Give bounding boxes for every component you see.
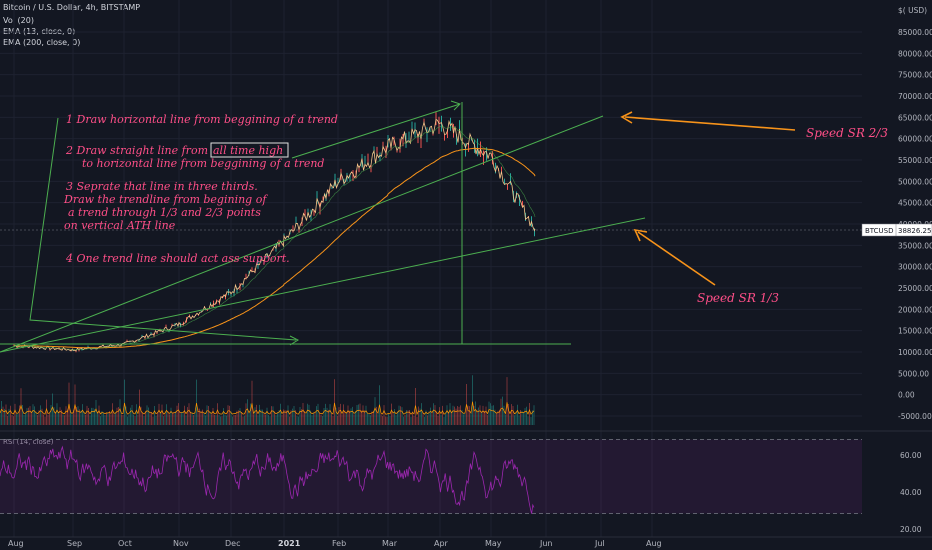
price-tick-label: 80000.00 [898,49,932,58]
time-axis[interactable]: Aug Sep Oct Nov Dec 2021 Feb Mar Apr May Jun Jul Aug [8,539,662,548]
time-tick-label: Nov [173,539,189,548]
price-tick-label: 10000.00 [898,348,932,357]
price-tick-label: 55000.00 [898,156,932,165]
price-tick-label: 25000.00 [898,284,932,293]
arrow-speed-23 [624,116,796,131]
grid [0,0,932,538]
price-tick-label: 35000.00 [898,241,932,250]
rsi-line [0,445,535,514]
time-tick-label: Sep [67,539,82,548]
current-symbol: BTCUSD [865,227,894,235]
volume-pane [0,375,535,425]
ema200-line [14,147,536,349]
speed-arrows [620,111,796,286]
time-tick-label: Aug [646,539,662,548]
rsi-tick-20: 20.00 [900,525,922,534]
time-tick-label: Jul [594,539,605,548]
ath-arrow-line [291,103,461,159]
time-tick-label: Apr [434,539,449,548]
rsi-band [0,439,862,514]
price-tick-label: 50000.00 [898,177,932,186]
price-tick-label: 60000.00 [898,135,932,144]
header-ema200: EMA (200, close, 0) [3,38,81,47]
price-tick-label: 70000.00 [898,92,932,101]
header-symbol: Bitcoin / U.S. Dollar, 4h, BITSTAMP [3,3,141,12]
note-step1: 1 Draw horizontal line from beggining of… [66,113,338,126]
rsi-tick-40: 40.00 [900,488,922,497]
rsi-tick-60: 60.00 [900,451,922,460]
arrowhead-ath [450,100,461,111]
price-tick-label: 0.00 [898,391,915,400]
arrowhead-speed-13 [633,228,648,242]
bracket-arrow [29,117,297,341]
note-speed-13: Speed SR 1/3 [697,291,779,305]
volume-ma-line [0,401,535,416]
price-axis[interactable]: 85000.00 80000.00 75000.00 70000.00 65000.00… [898,28,932,421]
ema13-line [14,125,536,351]
note-step3-c: a trend through 1/3 and 2/3 points [68,206,261,219]
current-price-badge: BTCUSD 38826.25 [861,223,932,237]
price-tick-label: 15000.00 [898,327,932,336]
price-tick-label: 20000.00 [898,305,932,314]
arrow-speed-13 [637,231,716,286]
time-tick-label: May [485,539,502,548]
annotation-lines [0,100,646,353]
note-step2-a: 2 Draw straight line from [65,144,208,157]
price-tick-label: 5000.00 [898,369,929,378]
time-tick-label: Mar [382,539,398,548]
price-tick-label: 85000.00 [898,28,932,37]
header-vol: Vol (20) [3,16,34,25]
time-tick-label: Oct [118,539,132,548]
price-tick-label: 65000.00 [898,113,932,122]
price-tick-label: -5000.00 [898,412,932,421]
current-price: 38826.25 [898,227,931,235]
trendline-upper [0,115,604,353]
arrowhead-horizontal [289,335,300,346]
price-tick-label: 30000.00 [898,263,932,272]
arrowhead-speed-23 [620,111,633,124]
note-step4: 4 One trend line should act ass support. [65,252,290,265]
annotation-text: 1 Draw horizontal line from beggining of… [63,113,888,305]
time-tick-label: 2021 [278,539,301,548]
note-step2-b: to horizontal line from beggining of a t… [82,157,324,170]
trendline-lower [0,217,646,353]
note-speed-23: Speed SR 2/3 [806,126,888,140]
note-step3-d: on vertical ATH line [64,219,176,232]
price-line [13,118,536,352]
note-step3-b: Draw the trendline from begining of [63,193,268,206]
currency-label: $( USD) [898,6,927,15]
time-tick-label: Aug [8,539,24,548]
rsi-axis[interactable]: 60.00 40.00 20.00 [900,451,922,534]
price-tick-label: 45000.00 [898,199,932,208]
note-step2-box: all time high [213,144,283,157]
header-rsi: RSI (14, close) [3,438,54,446]
ath-highlight-box [210,142,289,158]
price-tick-label: 75000.00 [898,71,932,80]
rsi-pane [0,439,862,514]
time-tick-label: Dec [225,539,240,548]
time-tick-label: Feb [332,539,346,548]
time-tick-label: Jun [539,539,553,548]
note-step3-a: 3 Seprate that line in three thirds. [66,180,258,193]
